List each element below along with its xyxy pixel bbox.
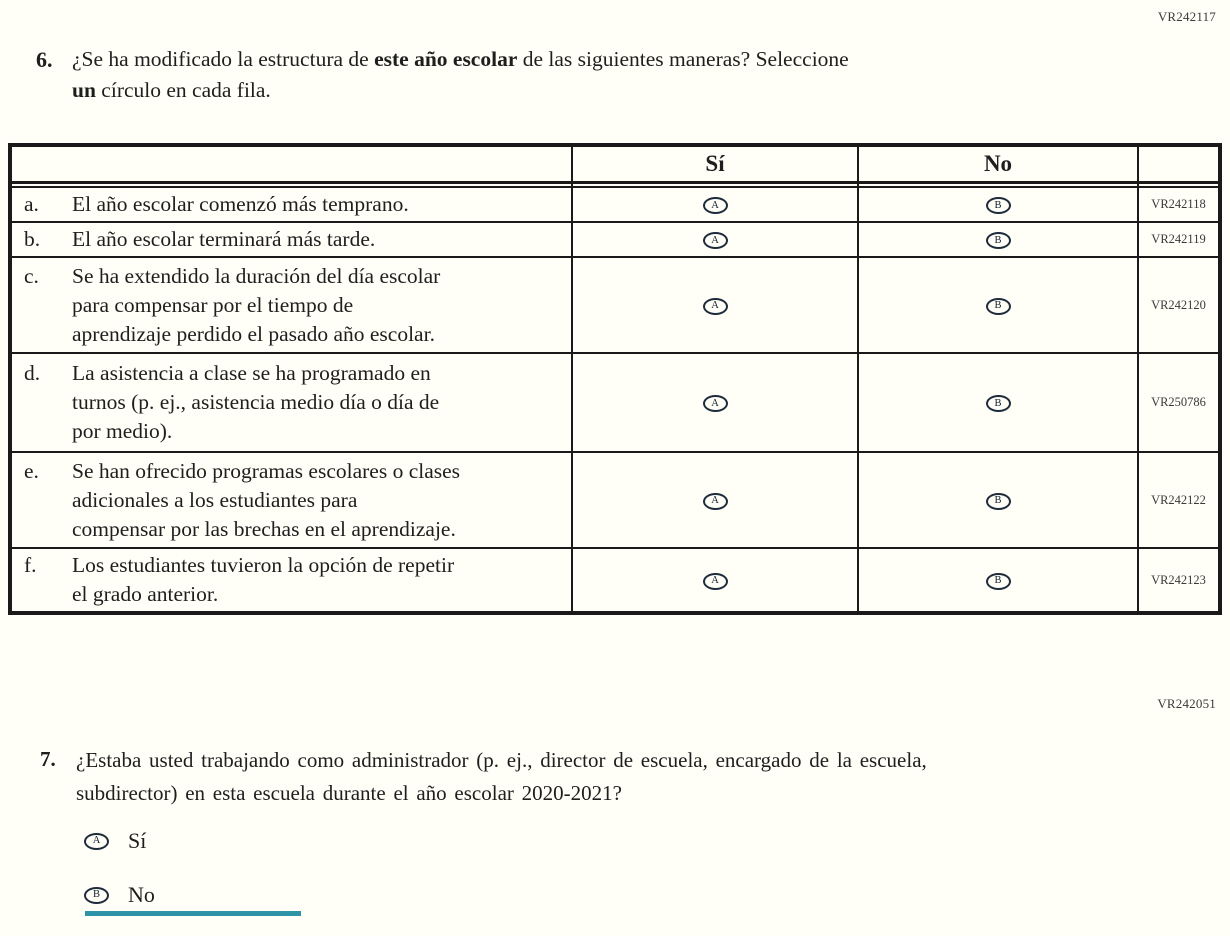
bubble-e-yes[interactable]: A	[702, 492, 728, 510]
row-code: VR242122	[1137, 451, 1221, 549]
bubble-a-no[interactable]: B	[985, 197, 1011, 215]
question-6-text: ¿Se ha modificado la estructura de este …	[72, 44, 849, 106]
row-text: El año escolar comenzó más temprano.	[72, 192, 409, 216]
row-text: La asistencia a clase se ha programado e…	[72, 361, 440, 443]
row-label: e.	[24, 458, 39, 483]
question-6-number: 6.	[36, 47, 53, 72]
column-header-no: No	[857, 144, 1139, 184]
row-text: El año escolar terminará más tarde.	[72, 227, 376, 251]
row-text: Se ha extendido la duración del día esco…	[72, 263, 441, 346]
question-6: 6. ¿Se ha modificado la estructura de es…	[36, 44, 1126, 106]
bubble-c-no[interactable]: B	[985, 297, 1011, 315]
header-double-rule	[9, 182, 1221, 188]
table-row-f: f. Los estudiantes tuvieron la opción de …	[9, 547, 1221, 614]
row-code: VR242118	[1137, 186, 1221, 223]
table-row-a: a. El año escolar comenzó más temprano. A…	[9, 186, 1221, 223]
bubble-f-no[interactable]: B	[985, 572, 1011, 590]
bubble-a-yes[interactable]: A	[702, 197, 728, 215]
footer-accent-bar	[85, 911, 301, 916]
row-label: d.	[24, 361, 41, 385]
q6-text-prefix: ¿Se ha modificado la estructura de	[72, 47, 375, 71]
row-code: VR250786	[1137, 352, 1221, 453]
table-row-e: e. Se han ofrecido programas escolares o …	[9, 451, 1221, 549]
q6-text-middle: de las siguientes maneras? Seleccione	[522, 47, 849, 71]
table-row-d: d. La asistencia a clase se ha programado…	[9, 352, 1221, 453]
q7-option-no-label: No	[128, 882, 155, 907]
q6-text-suffix: círculo en cada fila.	[95, 78, 271, 102]
header-blank	[9, 144, 573, 184]
row-text: Se han ofrecido programas escolares o cl…	[72, 458, 461, 541]
question-7-options: A Sí B No	[84, 828, 155, 936]
q6-response-table: Sí No a. El año escolar comenzó más tempr…	[8, 143, 1222, 615]
bubble-q7-yes[interactable]: A	[84, 832, 109, 850]
bubble-f-yes[interactable]: A	[702, 572, 728, 590]
q7-option-no[interactable]: B No	[84, 882, 155, 908]
q7-option-yes[interactable]: A Sí	[84, 828, 155, 854]
bubble-d-yes[interactable]: A	[702, 395, 728, 413]
column-header-yes: Sí	[571, 144, 859, 184]
bubble-b-no[interactable]: B	[985, 232, 1011, 250]
row-label: a.	[24, 192, 39, 216]
row-text: Los estudiantes tuvieron la opción de re…	[72, 553, 455, 606]
bubble-d-no[interactable]: B	[985, 395, 1011, 413]
row-label: b.	[24, 227, 41, 251]
q6-text-bold-1: este año escolar	[374, 47, 518, 71]
table-row-c: c. Se ha extendido la duración del día es…	[9, 256, 1221, 354]
table-row-b: b. El año escolar terminará más tarde. A …	[9, 221, 1221, 258]
row-code: VR242120	[1137, 256, 1221, 354]
q6-text-bold-2: un	[72, 78, 96, 102]
bubble-c-yes[interactable]: A	[702, 297, 728, 315]
question-7-text: ¿Estaba usted trabajando como administra…	[76, 748, 927, 805]
bubble-b-yes[interactable]: A	[702, 232, 728, 250]
row-code: VR242119	[1137, 221, 1221, 258]
form-code-q7: VR242051	[1157, 696, 1216, 711]
row-code: VR242123	[1137, 547, 1221, 614]
q7-option-yes-label: Sí	[128, 828, 147, 853]
form-code-q6: VR242117	[1157, 9, 1216, 24]
question-7: 7. ¿Estaba usted trabajando como adminis…	[40, 744, 1140, 810]
bubble-e-no[interactable]: B	[985, 492, 1011, 510]
table-header-row: Sí No	[9, 144, 1221, 184]
row-label: f.	[24, 553, 37, 577]
header-code-blank	[1137, 144, 1221, 184]
question-7-number: 7.	[40, 747, 56, 771]
questionnaire-page: { "page": { "background_color": "#FFFEF7…	[8, 9, 1222, 916]
row-label: c.	[24, 263, 39, 288]
bubble-q7-no[interactable]: B	[84, 886, 109, 904]
